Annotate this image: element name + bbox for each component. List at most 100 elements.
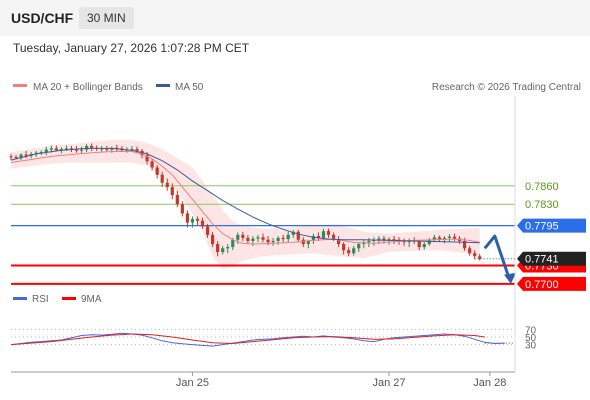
candle-body <box>437 237 441 240</box>
level-tag-2 <box>517 218 586 233</box>
candle-body <box>478 256 482 259</box>
candle-body <box>337 239 341 245</box>
candle-body <box>160 174 164 183</box>
candle-body <box>387 239 391 241</box>
candle-body <box>241 234 245 238</box>
ma20-line <box>10 151 480 245</box>
chart-header: USD/CHF 30 MIN <box>0 0 590 36</box>
rsi-legend-label: RSI <box>32 294 49 305</box>
ma50-legend-label: MA 50 <box>175 82 204 93</box>
ma20-legend-label: MA 20 + Bollinger Bands <box>33 82 143 93</box>
candle-body <box>326 231 331 235</box>
candle-body <box>64 148 69 150</box>
candle-body <box>261 237 265 240</box>
candle-body <box>473 253 477 257</box>
ma9-legend-label: 9MA <box>81 294 102 305</box>
x-tick-label: Jan 27 <box>372 377 405 389</box>
candle-body <box>442 237 447 240</box>
rsi-line <box>10 332 505 347</box>
candle-body <box>342 244 346 251</box>
candle-body <box>200 220 205 227</box>
candle-body <box>357 244 361 249</box>
candle-body <box>185 213 189 223</box>
credit-label: Research © 2026 Trading Central <box>432 82 581 93</box>
candle-body <box>44 149 48 153</box>
timeframe-button[interactable]: 30 MIN <box>79 7 134 29</box>
rsi-tick-label: 50 <box>525 333 537 344</box>
candle-body <box>135 149 139 151</box>
level-label-0: 0.7860 <box>525 181 559 193</box>
forecast-arrowhead <box>503 272 516 284</box>
level-label-2: 0.7795 <box>525 221 559 233</box>
candle-body <box>377 238 381 240</box>
candle-body <box>251 238 255 241</box>
candle-body <box>417 241 421 248</box>
rsi-tick-label: 30 <box>525 341 537 352</box>
ma50-legend-swatch <box>156 84 170 87</box>
candle-body <box>9 156 13 158</box>
candle-body <box>427 239 431 245</box>
level-label-1: 0.7830 <box>525 199 559 211</box>
candle-body <box>367 240 371 243</box>
candle-body <box>316 236 321 238</box>
ma50-line <box>10 147 480 244</box>
candle-body <box>447 236 452 238</box>
chart-legend: MA 20 + Bollinger Bands MA 50 Research ©… <box>13 82 581 93</box>
candle-body <box>221 248 225 252</box>
candle-body <box>145 155 149 162</box>
candle-body <box>150 161 154 168</box>
candle-body <box>306 240 310 245</box>
candle-body <box>190 218 195 223</box>
candle-body <box>276 237 280 241</box>
time-axis: Jan 25 Jan 27 Jan 28 <box>11 96 516 389</box>
candle-body <box>432 237 436 240</box>
candle-body <box>296 231 300 240</box>
candle-body <box>321 231 326 238</box>
x-tick-label: Jan 28 <box>473 377 506 389</box>
x-tick-label: Jan 25 <box>176 377 209 389</box>
candle-body <box>463 240 467 249</box>
candle-body <box>347 250 351 254</box>
candle-body <box>69 148 74 150</box>
candle-body <box>54 148 58 151</box>
ma20-legend-swatch <box>13 84 27 87</box>
candle-body <box>231 239 235 248</box>
candle-body <box>155 167 159 175</box>
candle-body <box>256 237 260 239</box>
candle-body <box>311 236 315 241</box>
candle-body <box>352 248 356 254</box>
candle-body <box>331 234 336 240</box>
candle-body <box>24 154 28 156</box>
candle-body <box>281 237 285 240</box>
candle-body <box>115 147 119 149</box>
rsi-ma9-line <box>10 333 485 346</box>
candle-body <box>211 234 215 245</box>
rsi-tick-label: 70 <box>525 325 537 336</box>
candle-body <box>236 234 240 240</box>
candle-body <box>286 234 290 240</box>
candle-body <box>90 145 94 148</box>
candle-body <box>216 244 220 252</box>
candle-body <box>226 247 230 249</box>
candle-body <box>291 231 295 235</box>
candle-body <box>246 237 250 241</box>
level-tag-4 <box>517 276 586 291</box>
candle-body <box>165 182 169 188</box>
candle-body <box>74 149 79 151</box>
candle-body <box>271 240 275 243</box>
symbol-label: USD/CHF <box>11 10 74 26</box>
candle-body <box>19 154 23 158</box>
level-label-4: 0.7700 <box>525 279 559 291</box>
candle-body <box>34 152 38 154</box>
candle-body <box>39 152 43 154</box>
chart-datetime: Tuesday, January 27, 2026 1:07:28 PM CET <box>13 41 250 55</box>
candle-body <box>175 195 179 205</box>
candle-body <box>382 238 386 241</box>
candle-body <box>266 239 270 243</box>
rsi-legend-swatch <box>13 297 27 300</box>
candle-body <box>392 239 396 241</box>
current-price-label: 0.7741 <box>525 254 559 266</box>
